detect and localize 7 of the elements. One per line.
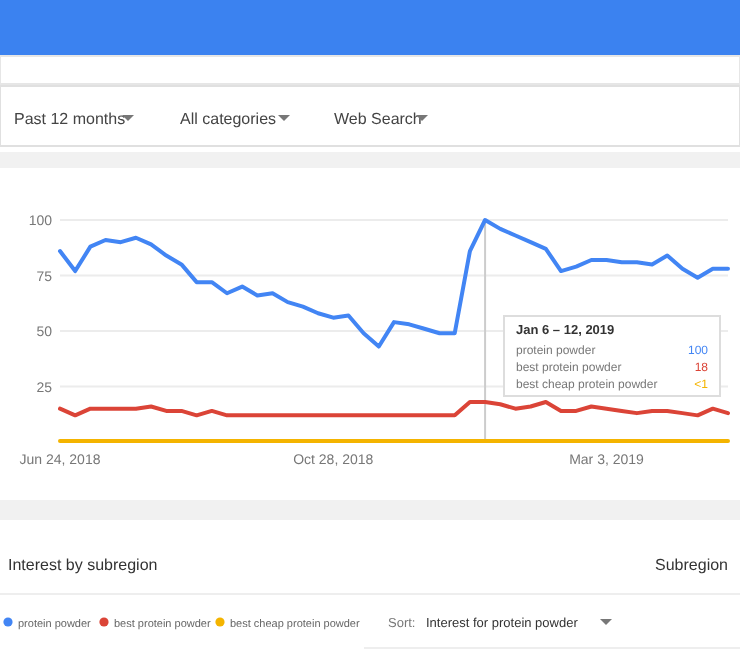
text: Interest by subregion [8,556,158,574]
text: All categories [180,110,277,128]
text: Past 12 months [14,110,126,128]
text: Web Search [334,110,422,128]
text: Subregion [655,556,728,574]
line-series [58,218,730,349]
line-series [58,400,730,418]
